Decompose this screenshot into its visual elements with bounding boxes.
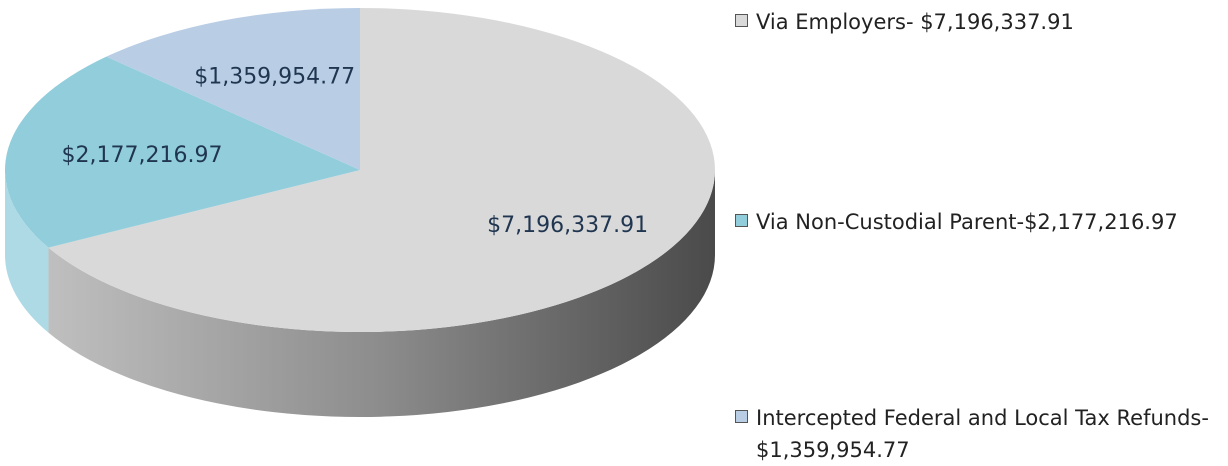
data-label: $2,177,216.97 [61, 143, 222, 168]
pie-side [5, 170, 49, 333]
legend-label: Via Employers- $7,196,337.91 [756, 10, 1074, 34]
legend-item: Intercepted Federal and Local Tax Refund… [735, 402, 1228, 466]
legend-swatch [735, 410, 748, 423]
pie-slice [4, 56, 361, 248]
chart: $7,196,337.91 $2,177,216.97 $1,359,954.77 [4, 8, 715, 417]
data-label: $1,359,954.77 [194, 64, 355, 89]
legend-swatch [735, 14, 748, 27]
legend-label: Intercepted Federal and Local Tax Refund… [756, 406, 1209, 462]
legend-item: Via Employers- $7,196,337.91 [735, 6, 1228, 38]
pie-side [48, 170, 715, 417]
pie-slice [106, 8, 361, 170]
legend-label: Via Non-Custodial Parent-$2,177,216.97 [756, 210, 1178, 234]
pie-slice [48, 8, 715, 333]
data-label: $7,196,337.91 [487, 213, 648, 238]
legend-item: Via Non-Custodial Parent-$2,177,216.97 [735, 206, 1228, 238]
legend-swatch [735, 214, 748, 227]
